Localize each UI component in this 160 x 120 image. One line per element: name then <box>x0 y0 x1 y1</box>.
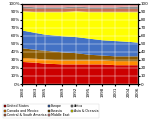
Legend: United States, Canada and Mexico, Central & South America, Europe, Eurasia, Midd: United States, Canada and Mexico, Centra… <box>3 104 99 118</box>
